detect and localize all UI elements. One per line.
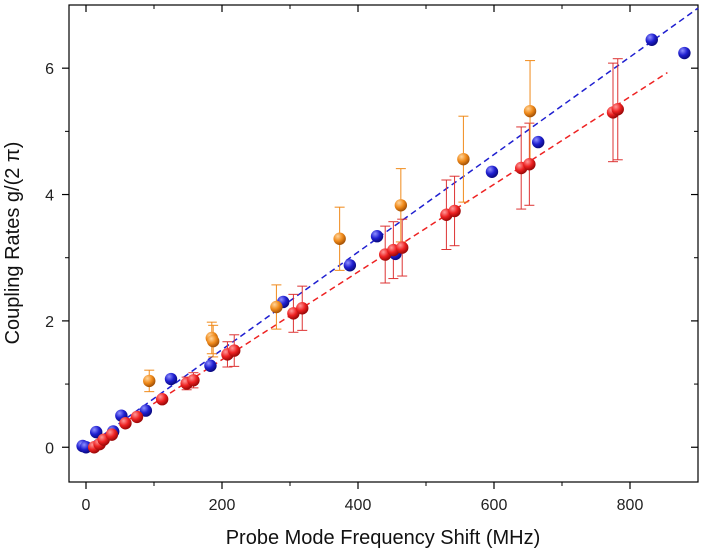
orange-point [457,152,470,166]
blue-point [343,259,357,272]
blue-point [678,46,691,60]
x-tick-label: 200 [209,497,236,514]
fit-line [85,71,668,448]
orange-point [270,300,283,314]
blue-point [370,230,384,243]
x-axis: 0 200 400 600 800 [82,5,644,514]
y-axis-label: Coupling Rates g/(2 π) [2,142,24,345]
red-point [448,204,461,218]
red-point [611,103,624,116]
red-point [187,374,200,387]
x-tick-label: 400 [345,497,372,514]
red-point [523,158,536,171]
orange-point [333,232,346,245]
y-axis: 0 2 4 6 [45,61,698,457]
orange-point [206,334,220,348]
x-axis-label: Probe Mode Frequency Shift (MHz) [226,527,541,549]
data-points [76,33,691,454]
red-point [396,241,409,254]
blue-point [645,33,658,46]
red-point [155,393,169,406]
y-tick-label: 6 [45,61,54,78]
red-point [296,302,309,315]
blue-point [532,135,545,149]
x-tick-label: 600 [481,497,508,514]
red-point [228,344,241,357]
orange-point [523,104,537,118]
y-tick-label: 0 [45,440,54,457]
blue-point [485,165,499,178]
x-tick-label: 0 [82,497,91,514]
y-tick-label: 4 [45,188,54,205]
red-point [130,410,144,424]
orange-point [143,374,156,388]
red-point [119,417,132,430]
blue-point [139,404,153,417]
x-tick-label: 800 [617,497,644,514]
plot-frame [68,4,699,483]
blue-point [90,425,103,439]
orange-point [394,199,408,212]
fit-lines [85,7,699,448]
blue-point [164,372,178,386]
y-tick-label: 2 [45,314,54,331]
blue-point [204,359,217,372]
red-point [105,428,119,441]
fit-line [85,7,699,448]
